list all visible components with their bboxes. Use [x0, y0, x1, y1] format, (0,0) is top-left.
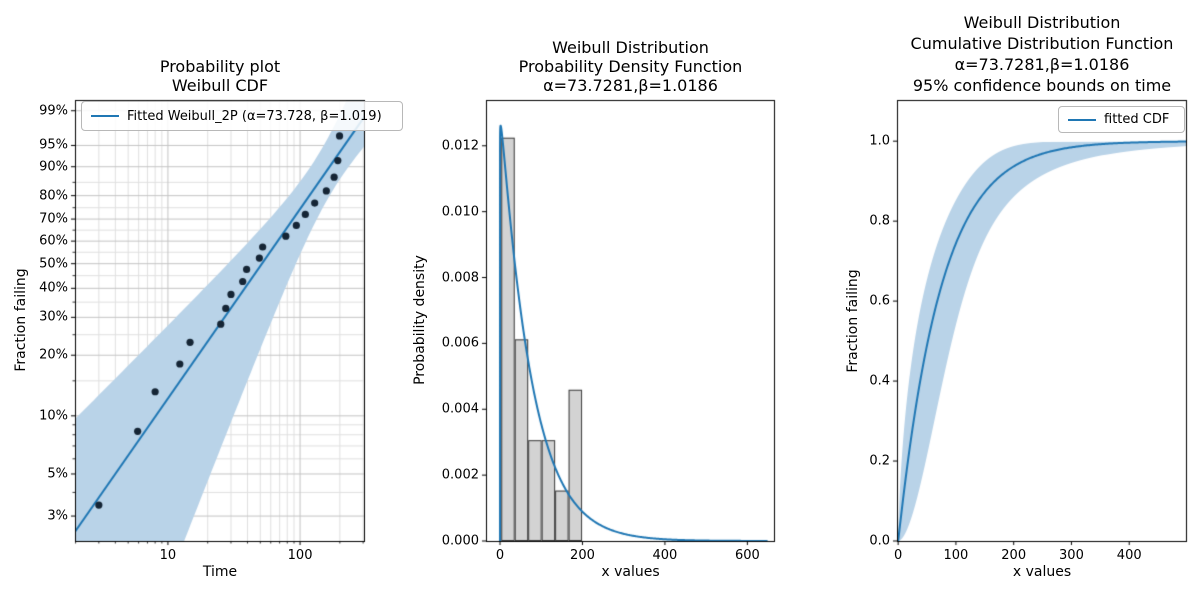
cdf-plot-x-tick-label: 400: [1116, 548, 1142, 563]
probability-plot-y-tick-label: 3%: [47, 508, 68, 524]
pdf-plot-x-tick-label: 200: [570, 548, 595, 563]
cdf-plot-y-tick-label: 1.0: [869, 133, 890, 149]
pdf-plot-y-tick-label: 0.006: [441, 335, 479, 351]
pdf-plot-y-tick-label: 0.008: [441, 270, 479, 286]
cdf-plot-y-tick-label: 0.2: [869, 453, 890, 469]
cdf-plot-y-tick-label: 0.0: [869, 533, 890, 549]
cdf-plot-legend-label: fitted CDF: [1104, 112, 1170, 127]
probability-plot-y-tick-label: 60%: [39, 233, 68, 249]
probability-plot-y-tick-label: 70%: [39, 211, 68, 227]
cdf-plot-y-tick-label: 0.4: [869, 373, 890, 389]
cdf-plot-y-tick-label: 0.6: [869, 293, 890, 309]
cdf-plot-x-tick-label: 0: [894, 548, 903, 563]
probability-plot-y-tick-label: 95%: [39, 137, 68, 153]
pdf-plot-y-tick-label: 0.010: [441, 204, 479, 220]
cdf-plot-x-tick-label: 100: [943, 548, 969, 563]
probability-plot-title: Probability plot Weibull CDF: [159, 57, 281, 95]
pdf-plot-y-tick-label: 0.002: [441, 467, 479, 483]
pdf-plot-y-tick-label: 0.012: [441, 138, 479, 154]
pdf-plot-ylabel: Probability density: [412, 255, 428, 385]
probability-plot-y-tick-label: 20%: [39, 347, 68, 363]
pdf-plot-title: Weibull Distribution Probability Density…: [518, 38, 743, 95]
probability-plot-y-tick-label: 30%: [39, 309, 68, 325]
pdf-plot-y-tick-label: 0.000: [441, 533, 479, 549]
pdf-plot-xlabel: x values: [601, 564, 660, 580]
probability-plot-y-tick-label: 10%: [39, 408, 68, 424]
fitted-cdf-legend-sample: [1068, 118, 1096, 121]
cdf-plot-x-tick-label: 300: [1059, 548, 1084, 563]
probability-plot-y-tick-label: 80%: [39, 188, 68, 204]
pdf-plot-x-tick-label: 0: [495, 548, 505, 563]
cdf-plot-ylabel: Fraction failing: [845, 269, 861, 373]
cdf-plot-legend: fitted CDF: [1058, 106, 1185, 133]
probability-plot-y-tick-label: 90%: [39, 159, 68, 175]
probability-plot-y-tick-label: 40%: [39, 280, 68, 296]
probability-plot-y-tick-label: 50%: [39, 256, 68, 272]
probability-plot-x-tick-label: 10: [159, 548, 177, 563]
probability-plot-legend-label: Fitted Weibull_2P (α=73.728, β=1.019): [127, 108, 382, 124]
probability-plot-y-tick-label: 5%: [47, 466, 68, 482]
probability-plot-xlabel: Time: [202, 564, 238, 580]
probability-plot-y-tick-label: 99%: [39, 103, 68, 119]
pdf-plot-x-tick-label: 600: [734, 548, 760, 563]
probability-plot-legend: Fitted Weibull_2P (α=73.728, β=1.019): [81, 101, 403, 131]
cdf-plot-xlabel: x values: [1012, 564, 1072, 580]
probability-plot-x-tick-label: 100: [287, 548, 313, 563]
pdf-plot-y-tick-label: 0.004: [441, 401, 479, 417]
fitted-line-legend-sample: [91, 115, 119, 117]
pdf-plot-x-tick-label: 400: [652, 548, 678, 563]
cdf-plot-y-tick-label: 0.8: [869, 213, 890, 229]
cdf-plot-x-tick-label: 200: [1001, 548, 1027, 563]
probability-plot-ylabel: Fraction failing: [13, 268, 29, 372]
cdf-plot-title: Weibull Distribution Cumulative Distribu…: [910, 13, 1174, 95]
